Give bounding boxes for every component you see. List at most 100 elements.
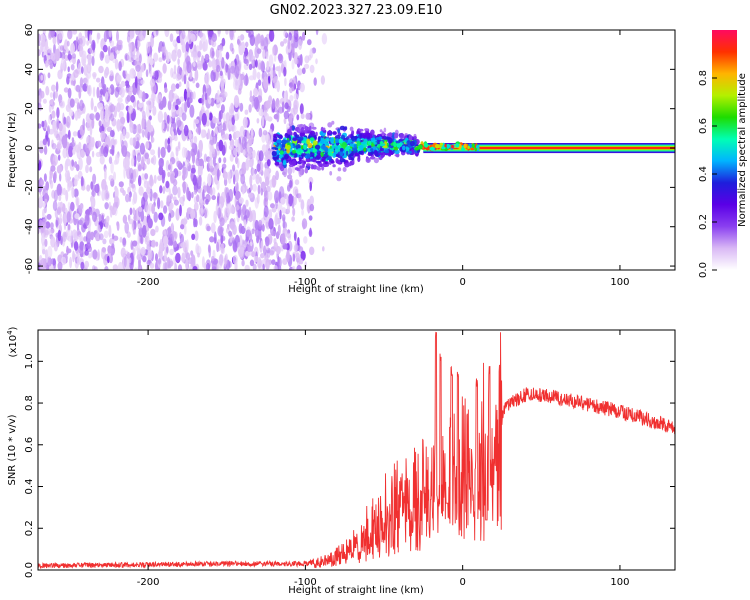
- spectrogram-cell: [257, 79, 262, 86]
- spectrogram-cell: [204, 53, 210, 61]
- spectrogram-cell: [251, 168, 257, 180]
- spectrogram-cell: [70, 230, 73, 244]
- spectrogram-cell: [192, 61, 196, 68]
- spectrogram-cell: [260, 34, 265, 47]
- spectrogram-cell: [283, 117, 287, 125]
- spectrogram-cell: [217, 168, 220, 181]
- spectrogram-cell: [63, 116, 67, 125]
- spectrogram-cell: [322, 246, 325, 252]
- spectrogram-cell: [281, 139, 287, 145]
- spectrogram-cell: [112, 209, 117, 215]
- spectrogram-cell: [152, 105, 157, 116]
- spectrogram-cell: [175, 104, 179, 111]
- spectrogram-cell: [234, 169, 239, 183]
- spectrogram-cell: [334, 146, 339, 150]
- spectrogram-cell: [139, 142, 145, 155]
- spectrogram-cell: [221, 37, 226, 47]
- spectrogram-cell: [271, 150, 277, 157]
- spectrogram-cell: [147, 192, 151, 198]
- spectrogram-cell: [119, 87, 125, 98]
- spectrogram-cell: [224, 172, 228, 181]
- spectrogram-cell: [68, 180, 73, 191]
- spectrogram-cell: [258, 219, 263, 227]
- spectrogram-cell: [130, 172, 134, 180]
- spectrogram-cell: [299, 165, 303, 169]
- spectrogram-cell: [127, 51, 132, 62]
- spectrogram-cell: [220, 242, 224, 254]
- spectrogram-cell: [59, 212, 62, 219]
- spectrogram-cell: [394, 147, 399, 151]
- spectrogram-cell: [354, 152, 359, 157]
- spectrogram-cell: [340, 134, 346, 140]
- spectrogram-cell: [169, 33, 174, 42]
- spectrogram-cell: [281, 143, 286, 148]
- spectrogram-cell: [85, 242, 92, 249]
- spectrogram-line-band: [423, 144, 675, 147]
- spectrogram-cell: [274, 214, 278, 227]
- spectrogram-cell: [220, 104, 225, 114]
- spectrogram-cell: [57, 229, 62, 242]
- spectrogram-ytick-label: -60: [24, 258, 35, 274]
- spectrogram-cell: [265, 176, 270, 187]
- spectrogram-cell: [140, 235, 144, 245]
- spectrogram-cell: [97, 32, 101, 40]
- spectrogram-cell: [47, 125, 50, 135]
- spectrogram-cell: [42, 208, 45, 219]
- spectrogram-cell: [370, 129, 375, 136]
- spectrogram-cell: [179, 96, 185, 102]
- spectrogram-cell: [254, 219, 259, 230]
- spectrogram-cell: [71, 187, 75, 199]
- spectrogram-cell: [244, 250, 251, 257]
- spectrogram-cell: [283, 38, 288, 44]
- spectrogram-cell: [205, 262, 211, 270]
- spectrogram-cell: [67, 87, 72, 99]
- spectrogram-cell: [228, 144, 234, 151]
- spectrogram-cell: [232, 164, 236, 172]
- spectrogram-cell: [363, 135, 367, 139]
- spectrogram-cell: [269, 250, 275, 256]
- spectrogram-cell: [175, 208, 180, 221]
- colorbar-tick-label: 0.6: [698, 118, 709, 134]
- spectrogram-cell: [40, 90, 45, 99]
- spectrogram-cell: [175, 147, 179, 157]
- spectrogram-cell: [256, 174, 260, 180]
- snr-ytick-label: 1.0: [24, 353, 35, 369]
- spectrogram-cell: [349, 149, 352, 154]
- spectrogram-cell: [275, 170, 279, 181]
- spectrogram-cell: [187, 87, 190, 100]
- spectrogram-cell: [118, 111, 124, 119]
- spectrogram-cell: [205, 71, 210, 85]
- spectrogram-cell: [155, 30, 160, 37]
- spectrogram-cell: [298, 136, 304, 141]
- spectrogram-ytick-label: 40: [24, 63, 35, 76]
- spectrogram-cell: [92, 86, 96, 98]
- spectrogram-cell: [158, 212, 164, 221]
- spectrogram-cell: [117, 39, 123, 46]
- spectrogram-cell: [289, 180, 293, 188]
- spectrogram-cell: [283, 66, 287, 77]
- spectrogram-cell: [417, 144, 423, 149]
- spectrogram-cell: [204, 92, 208, 101]
- spectrogram-cell: [196, 60, 203, 68]
- spectrogram-cell: [98, 233, 104, 241]
- spectrogram-cell: [315, 131, 318, 137]
- spectrogram-cell: [40, 179, 44, 186]
- spectrogram-cell: [245, 30, 250, 33]
- spectrogram-cell: [256, 193, 260, 204]
- spectrogram-cell: [86, 119, 91, 131]
- spectrogram-cell: [252, 263, 257, 270]
- spectrogram-cell: [314, 144, 321, 150]
- spectrogram-cell: [260, 188, 264, 196]
- spectrogram-cell: [303, 63, 310, 70]
- spectrogram-cell: [51, 110, 56, 119]
- spectrogram-cell: [300, 149, 304, 154]
- spectrogram-cell: [286, 128, 292, 135]
- spectrogram-cell: [109, 205, 114, 211]
- spectrogram-cell: [313, 77, 317, 86]
- spectrogram-cell: [90, 97, 94, 111]
- spectrogram-cell: [255, 59, 258, 68]
- spectrogram-cell: [122, 128, 126, 140]
- spectrogram-cell: [211, 151, 216, 158]
- spectrogram-cell: [183, 88, 188, 102]
- spectrogram-cell: [162, 235, 169, 246]
